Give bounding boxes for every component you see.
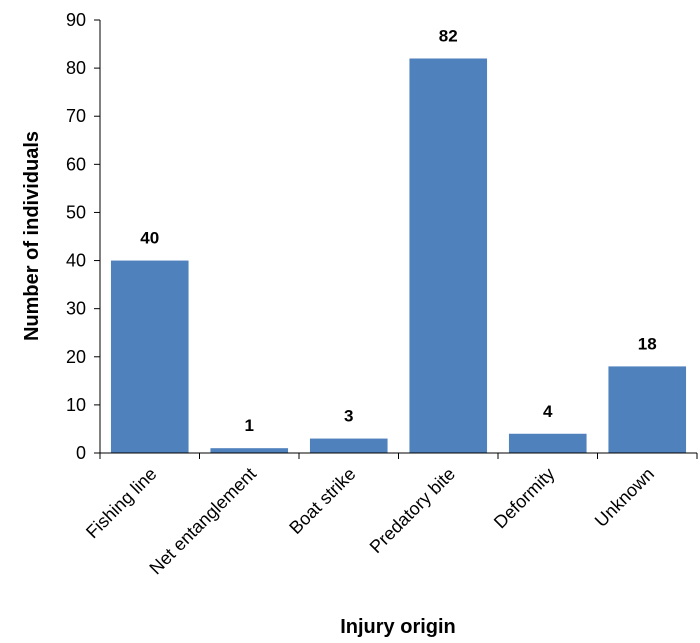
y-tick-label: 90 xyxy=(66,10,86,30)
x-axis-title: Injury origin xyxy=(340,616,456,638)
x-tick-label: Fishing line xyxy=(82,464,161,543)
y-tick-label: 40 xyxy=(66,251,86,271)
data-label: 18 xyxy=(638,334,657,353)
bar xyxy=(508,433,587,453)
bar xyxy=(210,448,289,453)
data-label: 82 xyxy=(439,26,458,45)
x-tick-label: Boat strike xyxy=(285,464,359,538)
y-tick-label: 10 xyxy=(66,395,86,415)
y-tick-label: 80 xyxy=(66,58,86,78)
y-ticks-group: 0 10 20 30 40 50 60 70 80 90 xyxy=(66,10,100,463)
y-tick-label: 70 xyxy=(66,106,86,126)
x-tick-label: Deformity xyxy=(490,464,559,533)
y-tick-label: 50 xyxy=(66,202,86,222)
data-label: 4 xyxy=(543,402,553,421)
y-tick-label: 30 xyxy=(66,299,86,319)
data-label: 3 xyxy=(344,407,353,426)
x-tick-label: Net entanglement xyxy=(145,464,260,579)
data-label: 1 xyxy=(245,416,254,435)
y-tick-label: 60 xyxy=(66,154,86,174)
data-labels-group: 40 1 3 82 4 18 xyxy=(140,26,656,435)
bar xyxy=(409,58,488,453)
data-label: 40 xyxy=(140,229,159,248)
x-tick-label: Unknown xyxy=(591,464,658,531)
bar xyxy=(309,438,388,453)
bars-group xyxy=(110,58,687,453)
y-axis-title: Number of individuals xyxy=(21,131,43,341)
x-tick-label: Predatory bite xyxy=(366,464,459,557)
bar xyxy=(608,366,687,453)
y-tick-label: 20 xyxy=(66,347,86,367)
y-tick-label: 0 xyxy=(76,443,86,463)
bar xyxy=(110,260,189,453)
